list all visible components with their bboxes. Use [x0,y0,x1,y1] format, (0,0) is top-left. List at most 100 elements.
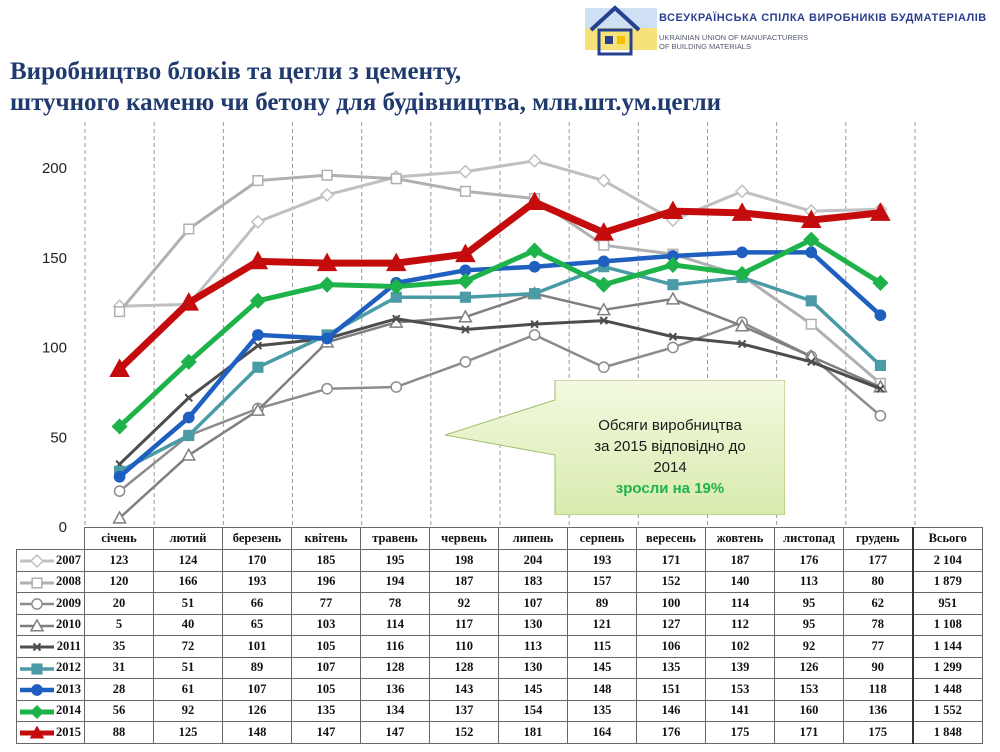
data-point [530,319,539,329]
table-cell: 123 [84,549,154,572]
data-point [593,222,615,241]
data-point [385,252,407,272]
table-row: 2013 28 61 107 105 136 143 145 148 151 153 153 118 1 … [16,678,983,701]
data-point [112,510,127,524]
data-point [183,223,195,235]
data-point [734,318,750,332]
table-cell: 153 [774,678,844,701]
legend-label: 2012 [56,660,81,675]
table-cell: 127 [636,613,706,636]
table-cell: 77 [843,635,913,658]
data-point [31,684,43,696]
table-cell: 118 [843,678,913,701]
data-point [113,470,126,483]
table-row: 2015 88 125 148 147 147 152 181 164 176 175 171 175 1… [16,721,983,744]
table-cell: 35 [84,635,154,658]
table-cell: 154 [498,699,568,722]
series-line [118,264,882,473]
page-title: Виробництво блоків та цегли з цементу, ш… [10,56,721,118]
data-point [392,314,401,323]
table-cell: 121 [567,613,637,636]
data-point [737,339,747,349]
series-2015 [109,191,891,377]
x-tick-label: вересень [636,527,706,550]
legend-swatch [20,598,54,610]
table-cell: 153 [705,678,775,701]
table-cell: 105 [291,678,361,701]
series-2014 [111,231,889,435]
callout-text: Обсяги виробництва за 2015 відповідно до… [555,415,785,499]
data-point [734,265,751,282]
table-cell: 107 [222,678,292,701]
table-cell: 61 [153,678,223,701]
data-point [736,246,748,259]
x-tick-label: листопад [774,527,844,550]
table-cell: 204 [498,549,568,572]
legend-entry: 2010 [16,613,85,636]
table-cell: 95 [774,613,844,636]
table-cell: 92 [153,699,223,722]
table-cell: 134 [360,699,430,722]
data-point [805,246,818,259]
table-cell: 101 [222,635,292,658]
data-point [321,382,333,395]
callout-arrow [445,380,785,515]
series-line [118,317,881,466]
title-line2: штучного каменю чи бетону для будівництв… [10,89,722,116]
table-cell: 89 [222,656,292,679]
data-point [805,318,817,330]
table-cell: 148 [567,678,637,701]
table-cell: 116 [360,635,430,658]
table-cell: 126 [774,656,844,679]
table-row: 2007 123 124 170 185 195 198 204 193 171 187 176 177… [16,549,983,572]
series-line [119,159,881,308]
data-point [459,291,471,303]
table-cell: 51 [153,592,223,615]
table-cell: 176 [636,721,706,744]
table-row: 2012 31 51 89 107 128 128 130 145 135 139 126 90 1 29… [16,656,983,679]
data-point [32,642,42,652]
data-point [252,361,264,373]
data-point [321,332,333,345]
table-corner [17,528,85,550]
table-cell: 120 [84,570,154,593]
legend-entry: 2011 [16,635,85,658]
legend-label: 2010 [56,617,81,632]
table-cell: 31 [84,656,154,679]
legend-swatch [20,554,54,568]
y-tick-label: 0 [59,519,67,536]
table-cell: 20 [84,592,154,615]
table-cell: 147 [291,721,361,744]
org-name-en-line1: UKRAINIAN UNION OF MANUFACTURERS [659,33,809,42]
table-cell: 80 [843,570,913,593]
table-cell: 114 [360,613,430,636]
data-point [457,273,474,290]
data-point [524,191,545,211]
table-cell: 175 [705,721,775,744]
series-line [117,237,882,429]
table-cell: 66 [222,592,292,615]
data-point [874,309,887,322]
table-cell: 106 [636,635,706,658]
data-point [800,209,822,229]
table-cell: 160 [774,699,844,722]
legend-entry: 2007 [16,549,85,572]
data-point [31,576,43,589]
table-total: 1 848 [911,721,983,744]
table-cell: 100 [636,592,706,615]
table-cell: 65 [222,613,292,636]
table-cell: 78 [360,592,430,615]
data-point [596,173,611,188]
x-tick-label: жовтень [705,527,775,550]
data-table: січень лютий березень квітень травень червень… [16,527,983,744]
data-point [461,325,470,334]
data-point [735,184,750,199]
table-cell: 103 [291,613,361,636]
table-row: 2010 5 40 65 103 114 117 130 121 127 112 95 78 1 108 [16,613,983,636]
callout-line2: за 2015 відповідно до [594,438,746,455]
table-cell: 130 [498,613,568,636]
table-cell: 193 [222,570,292,593]
table-cell: 136 [360,678,430,701]
table-row: 2008 120 166 193 196 194 187 183 157 152 140 113 80 1… [16,570,983,593]
legend-swatch [20,684,54,696]
